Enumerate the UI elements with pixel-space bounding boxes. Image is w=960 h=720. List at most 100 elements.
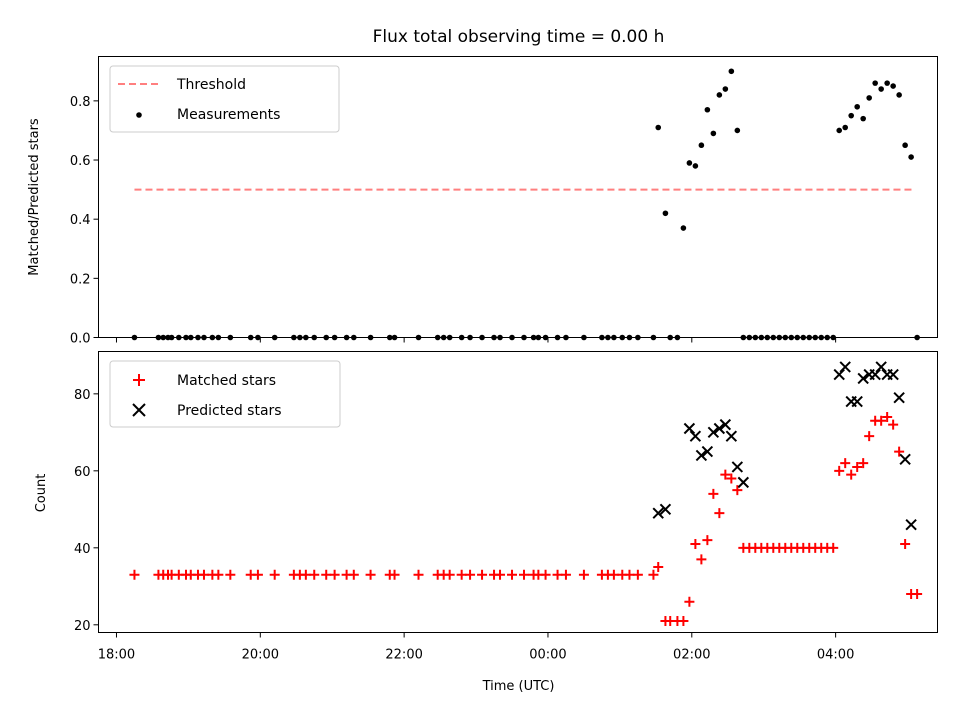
ratio-y-tick-label: 0.0 (70, 332, 91, 347)
measurement-point (794, 334, 801, 341)
matched-star-point (213, 569, 224, 580)
measurement-point (367, 334, 374, 341)
matched-star-point (852, 461, 863, 472)
matched-star-point (560, 569, 571, 580)
matched-star-point (578, 569, 589, 580)
measurement-point (446, 334, 453, 341)
measurement-point (619, 334, 626, 341)
predicted-star-point (893, 391, 905, 404)
matched-star-point (321, 569, 332, 580)
matched-star-point (632, 569, 643, 580)
ratio-y-axis-label: Matched/Predicted stars (27, 118, 42, 276)
count-x-tick-label: 22:00 (385, 648, 422, 663)
measurement-point (680, 225, 687, 231)
matched-star-point (540, 569, 551, 580)
matched-star-point (912, 589, 923, 600)
measurement-point (271, 334, 278, 341)
matched-star-point (690, 538, 701, 549)
predicted-star-point (851, 395, 863, 408)
measurement-point (535, 334, 542, 341)
matched-star-point (389, 569, 400, 580)
ratio-y-tick-label: 0.6 (70, 154, 91, 169)
measurement-point (722, 86, 729, 92)
matched-star-point (413, 569, 424, 580)
measurement-point (848, 112, 855, 119)
ratio-y-tick-label: 0.4 (70, 213, 91, 228)
measurement-point (662, 210, 669, 217)
measurement-point (227, 334, 234, 341)
matched-star-point (329, 569, 340, 580)
count-x-tick-label: 04:00 (817, 648, 854, 663)
measurement-point (255, 334, 261, 341)
matched-star-point (894, 446, 905, 457)
measurement-point (872, 80, 878, 86)
measurement-point (896, 92, 902, 98)
ratio-y-ticks: 0.0 0.2 0.4 0.6 0.8 (70, 95, 99, 347)
measurement-point (728, 68, 735, 75)
measurement-point (343, 334, 350, 341)
measurement-point (530, 334, 537, 341)
measurement-point (209, 334, 216, 341)
measurement-point (183, 334, 189, 341)
ratio-x-ticks (115, 337, 837, 343)
measurement-point (686, 160, 693, 166)
matched-star-point (477, 569, 488, 580)
legend-measurements-label: Measurements (177, 107, 280, 123)
measurement-point (710, 130, 717, 137)
matched-star-point (828, 542, 839, 553)
matched-star-point (129, 569, 140, 580)
measurement-point (497, 334, 503, 341)
count-x-tick-label: 18:00 (98, 648, 135, 663)
measurement-point (386, 334, 393, 341)
measurement-point (168, 334, 175, 341)
matched-star-point (653, 562, 664, 573)
predicted-star-point (731, 461, 744, 473)
predicted-star-point (857, 372, 869, 385)
matched-star-point (648, 569, 659, 580)
measurement-point (752, 334, 759, 341)
predicted-star-point (725, 430, 738, 442)
matched-star-point (696, 554, 707, 565)
legend-threshold-label: Threshold (176, 77, 246, 93)
predicted-star-points (652, 361, 917, 531)
legend-matched-label: Matched stars (177, 373, 276, 389)
measurement-point (509, 334, 515, 341)
measurement-point (667, 334, 674, 341)
measurement-point (818, 334, 825, 341)
measurement-point (311, 334, 318, 341)
predicted-star-point (887, 368, 899, 381)
measurement-point (830, 334, 837, 341)
measurement-point (746, 334, 753, 341)
measurement-point (176, 334, 182, 341)
measurement-point (611, 334, 617, 341)
count-legend: Matched stars Predicted stars (109, 360, 341, 428)
predicted-star-point (905, 519, 917, 531)
matched-star-point (624, 569, 635, 580)
measurement-point (391, 334, 398, 341)
measurement-point (160, 334, 167, 341)
matched-star-point (348, 569, 359, 580)
matched-star-point (714, 508, 725, 519)
predicted-star-point (833, 368, 845, 381)
count-legend-box (109, 360, 341, 428)
measurement-point (323, 334, 330, 341)
measurement-point (842, 124, 849, 131)
matched-star-point (365, 569, 376, 580)
measurement-point (491, 334, 497, 341)
measurement-points (131, 68, 920, 341)
measurement-point (635, 334, 641, 341)
matched-star-point (720, 469, 731, 480)
measurement-point (854, 103, 860, 110)
matched-star-point (269, 569, 280, 580)
matched-star-point (252, 569, 263, 580)
measurement-point (521, 334, 527, 341)
measurement-point (884, 80, 890, 86)
measurement-point (131, 334, 138, 341)
matched-star-point (300, 569, 311, 580)
predicted-star-point (839, 361, 851, 373)
measurement-point (914, 334, 920, 341)
measurement-point (187, 334, 194, 341)
measurement-point (674, 334, 681, 341)
matched-star-point (840, 458, 851, 469)
